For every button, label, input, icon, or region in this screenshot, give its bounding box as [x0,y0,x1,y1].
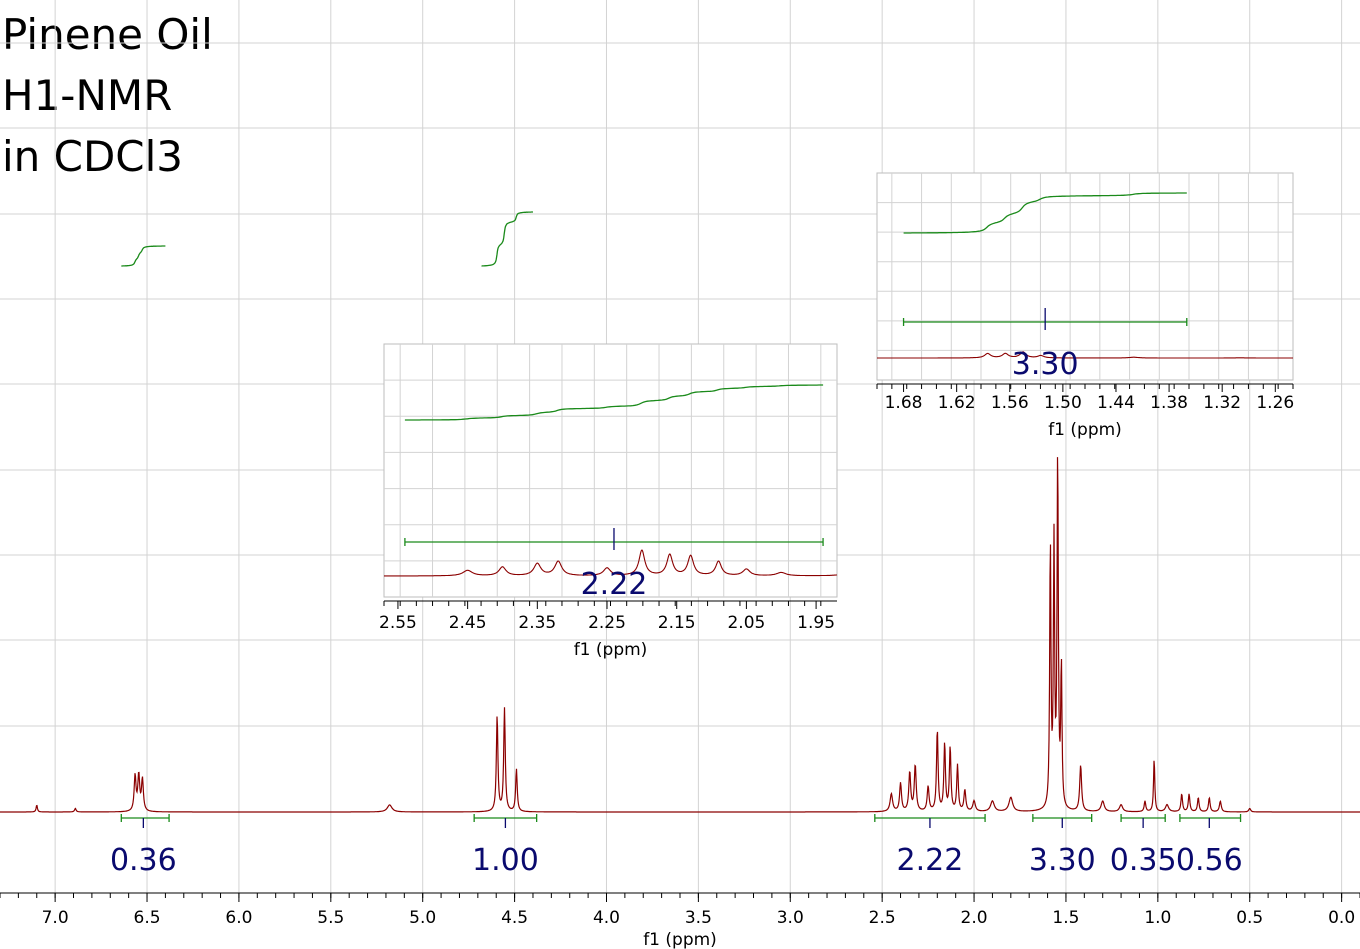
spectrum-line [0,457,1360,813]
inset-x-tick-label: 2.35 [518,613,556,633]
x-tick-label: 2.0 [961,908,988,928]
integral-bracket-3: 3.30 [1029,814,1096,878]
inset-background [876,172,1294,381]
inset-x-tick-label: 1.95 [797,613,835,633]
inset-spectrum-line [384,549,838,577]
integral-label: 2.22 [897,843,964,878]
inset-spectrum-line [877,351,1293,359]
x-tick-label: 1.0 [1144,908,1171,928]
inset-x-axis-label: f1 (ppm) [1048,420,1122,440]
integral-label: 0.56 [1176,843,1243,878]
inset-x-tick-label: 2.05 [727,613,765,633]
inset-integral-label: 2.22 [581,567,648,602]
x-axis-label: f1 (ppm) [643,930,717,949]
x-tick-label: 0.0 [1328,908,1355,928]
inset-x-tick-label: 2.25 [588,613,626,633]
inset-integral-curve [903,192,1187,234]
inset-x-tick-label: 2.15 [658,613,696,633]
integral-label: 1.00 [472,843,539,878]
inset-x-tick-label: 2.45 [449,613,487,633]
integral-curve-0-36 [121,245,166,267]
main-integral-brackets: 0.36 1.00 2.22 3.30 0.35 0.56 [110,814,1243,878]
integral-label: 0.35 [1110,843,1177,878]
main-x-axis: 7.0 6.5 6.0 5.5 5.0 4.5 4.0 3.5 3.0 2.5 2.0 1.5 1.0 0… [0,892,1360,928]
inset-x-tick-label: 1.56 [991,393,1029,413]
integral-bracket-1: 1.00 [472,814,539,878]
integral-bracket-4: 0.35 [1110,814,1177,878]
x-tick-label: 6.5 [134,908,161,928]
title-line-1: Pinene Oil [2,10,213,59]
inset-x-tick-label: 1.32 [1203,393,1241,413]
inset-x-tick-label: 1.62 [938,393,976,413]
integral-label: 3.30 [1029,843,1096,878]
integral-label: 0.36 [110,843,177,878]
integral-bracket-5: 0.56 [1176,814,1243,878]
x-tick-label: 6.0 [225,908,252,928]
integral-bracket-0: 0.36 [110,814,177,878]
inset-x-axis-label: f1 (ppm) [574,640,648,660]
x-tick-label: 4.5 [501,908,528,928]
x-tick-label: 2.5 [869,908,896,928]
inset-x-tick-label: 1.38 [1150,393,1188,413]
inset-x-tick-label: 1.50 [1044,393,1082,413]
inset-integral-label: 3.30 [1012,347,1079,382]
inset-x-tick-label: 1.68 [885,393,923,413]
title-line-2: H1-NMR [2,71,173,120]
main-spectrum [0,457,1360,813]
x-tick-label: 7.0 [42,908,69,928]
x-tick-label: 5.0 [409,908,436,928]
inset-integral-curve [404,384,824,421]
inset-x-tick-label: 1.26 [1256,393,1294,413]
inset-chart-1-5ppm: 3.30 1.68 1.62 1.56 1.50 1.44 1.38 1.32 1.26 f1 (… [876,172,1294,440]
inset-x-tick-label: 1.44 [1097,393,1135,413]
x-tick-label: 1.5 [1052,908,1079,928]
x-tick-label: 4.0 [593,908,620,928]
main-integral-curves [121,211,533,267]
integral-bracket-2: 2.22 [874,814,986,878]
inset-chart-2ppm: 2.22 2.55 2.45 2.35 2.25 2.15 2.05 1.95 f1 (ppm) [379,343,838,660]
integral-curve-1-00 [481,211,533,267]
title-line-3: in CDCl3 [2,132,184,181]
inset-background [383,343,838,598]
inset-x-tick-label: 2.55 [379,613,417,633]
x-tick-label: 0.5 [1236,908,1263,928]
x-tick-label: 3.0 [777,908,804,928]
x-tick-label: 5.5 [317,908,344,928]
x-tick-label: 3.5 [685,908,712,928]
